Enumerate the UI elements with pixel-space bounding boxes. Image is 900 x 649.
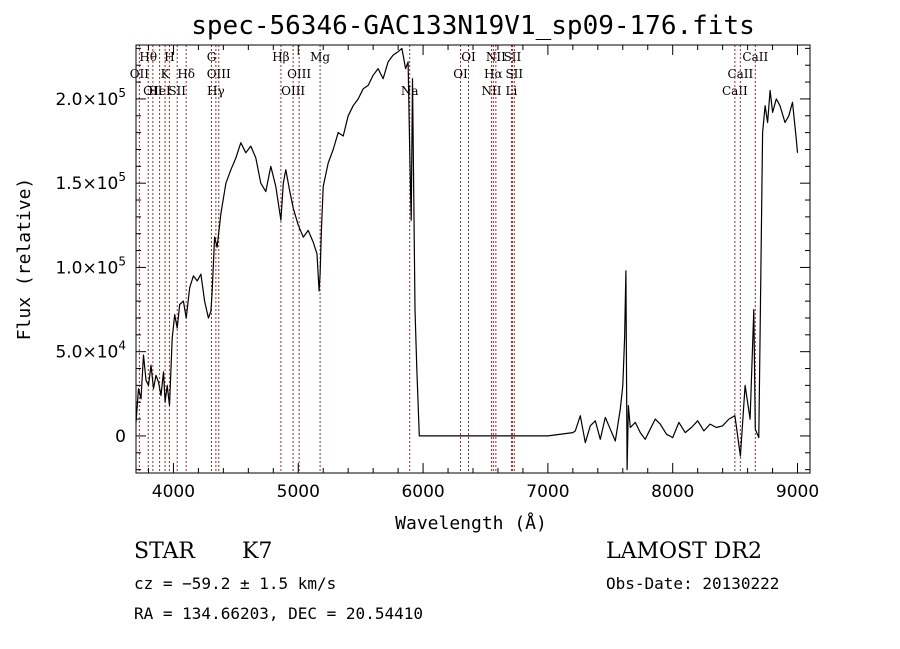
x-tick-label: 7000 xyxy=(526,482,569,502)
coordinates: RA = 134.66203, DEC = 20.54410 xyxy=(134,604,423,623)
line-marker-label: OII xyxy=(143,84,163,98)
line-marker-label: H xyxy=(164,50,174,64)
line-marker-label: Hβ xyxy=(272,50,289,64)
line-marker-label: NII xyxy=(481,84,501,98)
x-tick-label: 6000 xyxy=(401,482,444,502)
line-marker-label: Hδ xyxy=(177,67,195,81)
survey-name: LAMOST DR2 xyxy=(606,539,762,564)
x-tick-label: 5000 xyxy=(277,482,320,502)
line-marker-label: Hα xyxy=(484,67,503,81)
line-marker-label: NII xyxy=(486,50,506,64)
x-tick-label: 8000 xyxy=(651,482,694,502)
redshift-velocity: cz = −59.2 ± 1.5 km/s xyxy=(134,574,336,593)
line-marker-label: SII xyxy=(168,84,186,98)
line-marker-label: CaII xyxy=(727,67,753,81)
spectrum-series-line xyxy=(135,47,799,471)
line-marker-label: CaII xyxy=(742,50,768,64)
plot-frame xyxy=(135,44,811,474)
line-marker-label: OI xyxy=(453,67,468,81)
line-marker-label: CaII xyxy=(722,84,748,98)
x-tick-label: 9000 xyxy=(776,482,819,502)
y-tick-label: 5.0×104 xyxy=(55,339,126,363)
y-axis-label: Flux (relative) xyxy=(14,178,35,341)
line-marker-label: Na xyxy=(401,84,419,98)
x-tick-label: 4000 xyxy=(152,482,195,502)
object-class: STAR xyxy=(134,539,196,564)
line-marker-label: OIII xyxy=(207,67,231,81)
x-axis-label: Wavelength (Å) xyxy=(395,512,547,534)
line-marker-label: Mg xyxy=(310,50,330,64)
line-marker-label: Li xyxy=(506,84,518,98)
observation-date: Obs-Date: 20130222 xyxy=(606,574,779,593)
y-tick-label: 1.0×105 xyxy=(55,254,126,278)
line-marker-label: OII xyxy=(130,67,150,81)
line-marker-label: Hγ xyxy=(207,84,225,98)
line-marker-label: G xyxy=(207,50,217,64)
line-marker-label: OIII xyxy=(281,84,305,98)
line-marker-label: OIII xyxy=(287,67,311,81)
y-tick-label: 1.5×105 xyxy=(55,170,126,194)
y-tick-label: 2.0×105 xyxy=(55,86,126,110)
line-marker-label: OI xyxy=(461,50,476,64)
line-marker-label: SII xyxy=(504,50,522,64)
y-tick-label: 0 xyxy=(115,427,126,447)
line-marker-label: SII xyxy=(505,67,523,81)
object-subclass: K7 xyxy=(242,539,272,564)
line-marker-label: K xyxy=(161,67,171,81)
chart-title: spec-56346-GAC133N19V1_sp09-176.fits xyxy=(191,11,755,41)
line-marker-label: Hθ xyxy=(139,50,157,64)
